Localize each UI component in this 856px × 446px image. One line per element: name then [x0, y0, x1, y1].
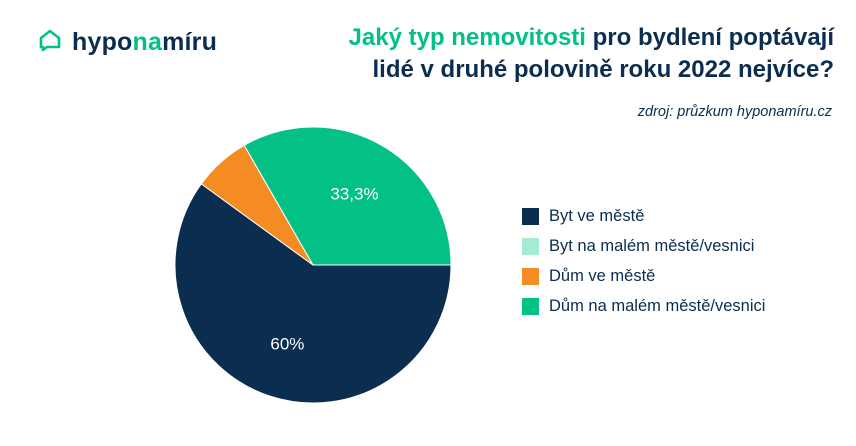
pie-slice-0	[174, 183, 452, 404]
legend-swatch	[522, 238, 539, 255]
house-speech-icon	[38, 28, 62, 57]
title-rest: pro bydlení poptávají	[585, 24, 834, 51]
logo: hyponamíru	[38, 28, 217, 57]
logo-text: hyponamíru	[72, 28, 218, 56]
legend: Byt ve městě Byt na malém městě/vesnici Dů…	[522, 207, 765, 316]
legend-label: Dům na malém městě/vesnici	[549, 297, 766, 315]
title-highlight: Jaký typ nemovitosti	[348, 24, 586, 51]
legend-item: Byt na malém městě/vesnici	[522, 237, 765, 256]
legend-item: Byt ve městě	[522, 207, 765, 226]
title-line2: lidé v druhé polovině roku 2022 nejvíce?	[372, 56, 834, 83]
chart-title: Jaký typ nemovitosti pro bydlení poptáva…	[349, 22, 834, 86]
legend-item: Dům na malém městě/vesnici	[522, 297, 765, 316]
legend-swatch	[522, 268, 539, 285]
legend-swatch	[522, 208, 539, 225]
pie-label-0: 60%	[270, 335, 304, 354]
legend-label: Dům ve městě	[549, 267, 656, 285]
legend-label: Byt ve městě	[549, 207, 645, 225]
source-note: zdroj: průzkum hyponamíru.cz	[637, 104, 832, 120]
pie-slice-3	[243, 126, 452, 266]
legend-swatch	[522, 298, 539, 315]
pie-label-3: 33,3%	[330, 184, 378, 203]
legend-label: Byt na malém městě/vesnici	[549, 237, 755, 255]
legend-item: Dům ve městě	[522, 267, 765, 286]
